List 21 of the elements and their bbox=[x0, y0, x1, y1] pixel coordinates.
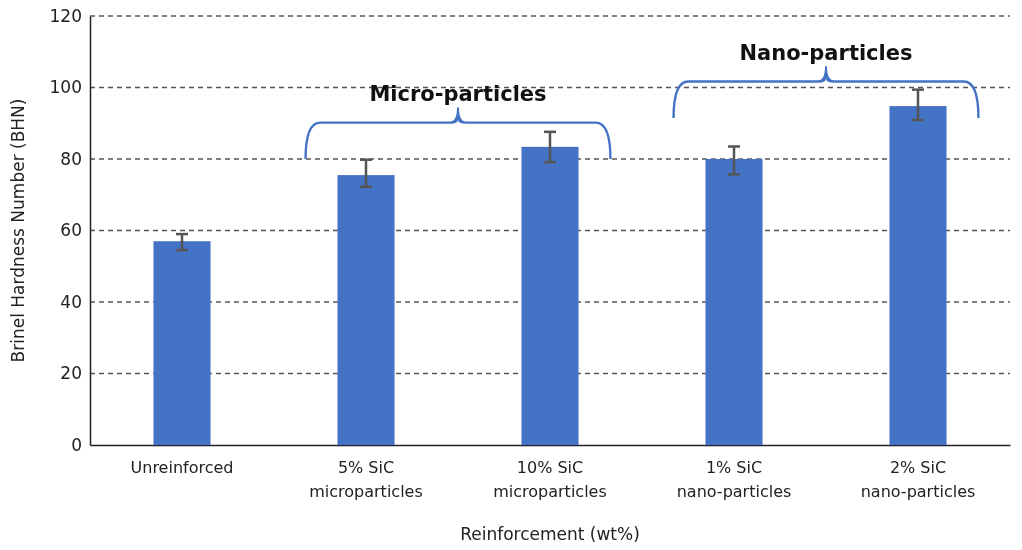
y-tick-label: 100 bbox=[49, 77, 82, 98]
bar bbox=[889, 106, 947, 445]
x-tick-label: 10% SiC microparticles bbox=[493, 458, 607, 501]
y-axis-title: Brinel Hardness Number (BHN) bbox=[8, 98, 28, 363]
bar bbox=[705, 159, 763, 445]
y-tick-label: 120 bbox=[49, 5, 82, 26]
bar bbox=[153, 241, 211, 445]
annotation: Micro-particles bbox=[369, 82, 547, 107]
y-tick-label: 60 bbox=[60, 220, 82, 241]
y-tick-label: 20 bbox=[60, 363, 82, 384]
x-axis-title: Reinforcement (wt%) bbox=[460, 524, 640, 544]
x-tick-label: 1% SiC nano-particles bbox=[676, 458, 792, 501]
y-tick-label: 0 bbox=[71, 434, 82, 455]
bar bbox=[337, 175, 395, 445]
x-tick-label: Unreinforced bbox=[130, 458, 234, 477]
y-tick-label: 80 bbox=[60, 148, 82, 169]
x-tick-label: 5% SiC microparticles bbox=[309, 458, 423, 501]
annotation: Nano-particles bbox=[739, 41, 913, 66]
y-tick-label: 40 bbox=[60, 291, 82, 312]
x-tick-label: 2% SiC nano-particles bbox=[860, 458, 976, 501]
bar bbox=[521, 146, 579, 445]
